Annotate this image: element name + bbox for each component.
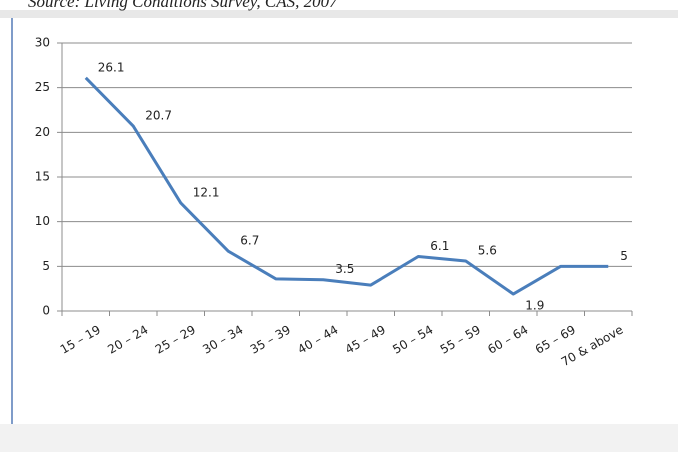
data-label: 5.6 — [478, 243, 497, 257]
x-tick-label: 40 – 44 — [295, 323, 340, 357]
x-tick-label: 15 – 19 — [58, 323, 103, 357]
x-tick-label: 25 – 29 — [153, 323, 198, 357]
data-label: 6.1 — [430, 239, 449, 253]
data-label: 6.7 — [240, 234, 259, 248]
y-tick-label: 0 — [42, 304, 50, 318]
y-tick-label: 5 — [42, 259, 50, 273]
y-tick-label: 25 — [35, 80, 50, 94]
line — [84, 76, 609, 296]
x-tick-label: 50 – 54 — [390, 323, 435, 357]
top-band — [0, 10, 678, 18]
bottom-band — [0, 424, 678, 452]
y-tick-label: 20 — [35, 125, 50, 139]
y-tick-label: 10 — [35, 214, 50, 228]
data-label: 20.7 — [145, 109, 172, 123]
data-label: 5 — [620, 249, 628, 263]
x-tick-label: 20 – 24 — [105, 323, 150, 357]
chart-title: Source: Living Conditions Survey, CAS, 2… — [28, 0, 339, 11]
data-label: 3.5 — [335, 262, 354, 276]
x-tick-label: 55 – 59 — [438, 323, 483, 357]
x-tick-label: 45 – 49 — [343, 323, 388, 357]
y-tick-label: 30 — [35, 36, 50, 50]
x-tick-label: 30 – 34 — [200, 323, 245, 357]
x-tick-label: 35 – 39 — [248, 323, 293, 357]
data-label: 1.9 — [525, 299, 544, 313]
x-tick-label: 60 – 64 — [485, 323, 530, 357]
data-label: 12.1 — [193, 185, 220, 199]
data-label: 26.1 — [98, 60, 125, 74]
y-tick-label: 15 — [35, 170, 50, 184]
